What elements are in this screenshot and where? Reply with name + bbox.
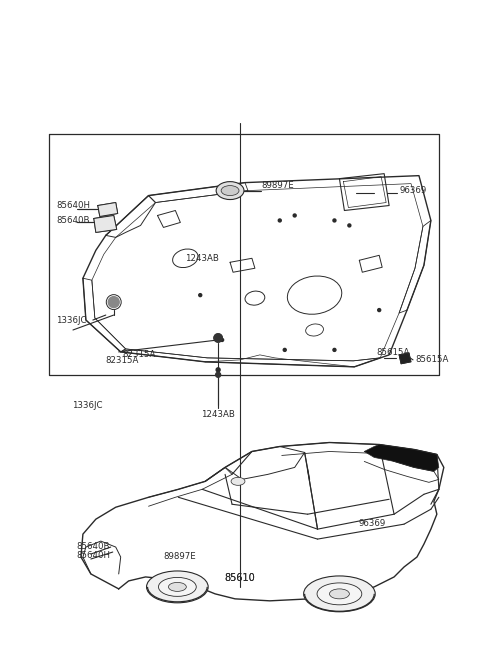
Text: 85640B: 85640B	[56, 216, 90, 225]
Circle shape	[283, 348, 286, 351]
Circle shape	[333, 219, 336, 222]
Circle shape	[108, 297, 119, 308]
Text: 89897E: 89897E	[164, 552, 196, 561]
Circle shape	[216, 372, 221, 377]
Polygon shape	[94, 215, 117, 233]
Ellipse shape	[216, 181, 244, 200]
Polygon shape	[399, 353, 411, 364]
Ellipse shape	[158, 578, 196, 596]
Ellipse shape	[168, 582, 186, 591]
Text: 1336JC: 1336JC	[72, 401, 103, 409]
Text: 96369: 96369	[399, 186, 426, 195]
Circle shape	[333, 348, 336, 351]
Text: 1336JC: 1336JC	[56, 316, 86, 324]
Text: 85610: 85610	[225, 573, 255, 583]
Circle shape	[221, 339, 224, 341]
Text: 85640B: 85640B	[77, 542, 110, 551]
Polygon shape	[98, 202, 118, 216]
Circle shape	[378, 309, 381, 312]
Circle shape	[199, 293, 202, 297]
Text: 89897E: 89897E	[262, 181, 295, 190]
Ellipse shape	[146, 571, 208, 603]
Circle shape	[216, 368, 220, 372]
Circle shape	[214, 334, 222, 342]
Ellipse shape	[221, 185, 239, 196]
Ellipse shape	[317, 583, 362, 605]
Circle shape	[278, 219, 281, 222]
Circle shape	[293, 214, 296, 217]
Text: 82315A: 82315A	[106, 356, 139, 365]
Text: 85610: 85610	[225, 573, 255, 583]
Circle shape	[348, 224, 351, 227]
Text: 96369: 96369	[359, 519, 385, 529]
Polygon shape	[364, 445, 439, 472]
Text: 85615A: 85615A	[376, 348, 410, 357]
Text: 82315A: 82315A	[123, 350, 156, 360]
Ellipse shape	[329, 589, 349, 599]
Ellipse shape	[304, 576, 375, 612]
Text: 85640H: 85640H	[77, 551, 111, 559]
Text: 1243AB: 1243AB	[185, 254, 219, 263]
Text: 85615A: 85615A	[415, 356, 448, 364]
Text: 85640H: 85640H	[56, 201, 90, 210]
Text: 1243AB: 1243AB	[201, 409, 235, 419]
Ellipse shape	[231, 477, 245, 485]
